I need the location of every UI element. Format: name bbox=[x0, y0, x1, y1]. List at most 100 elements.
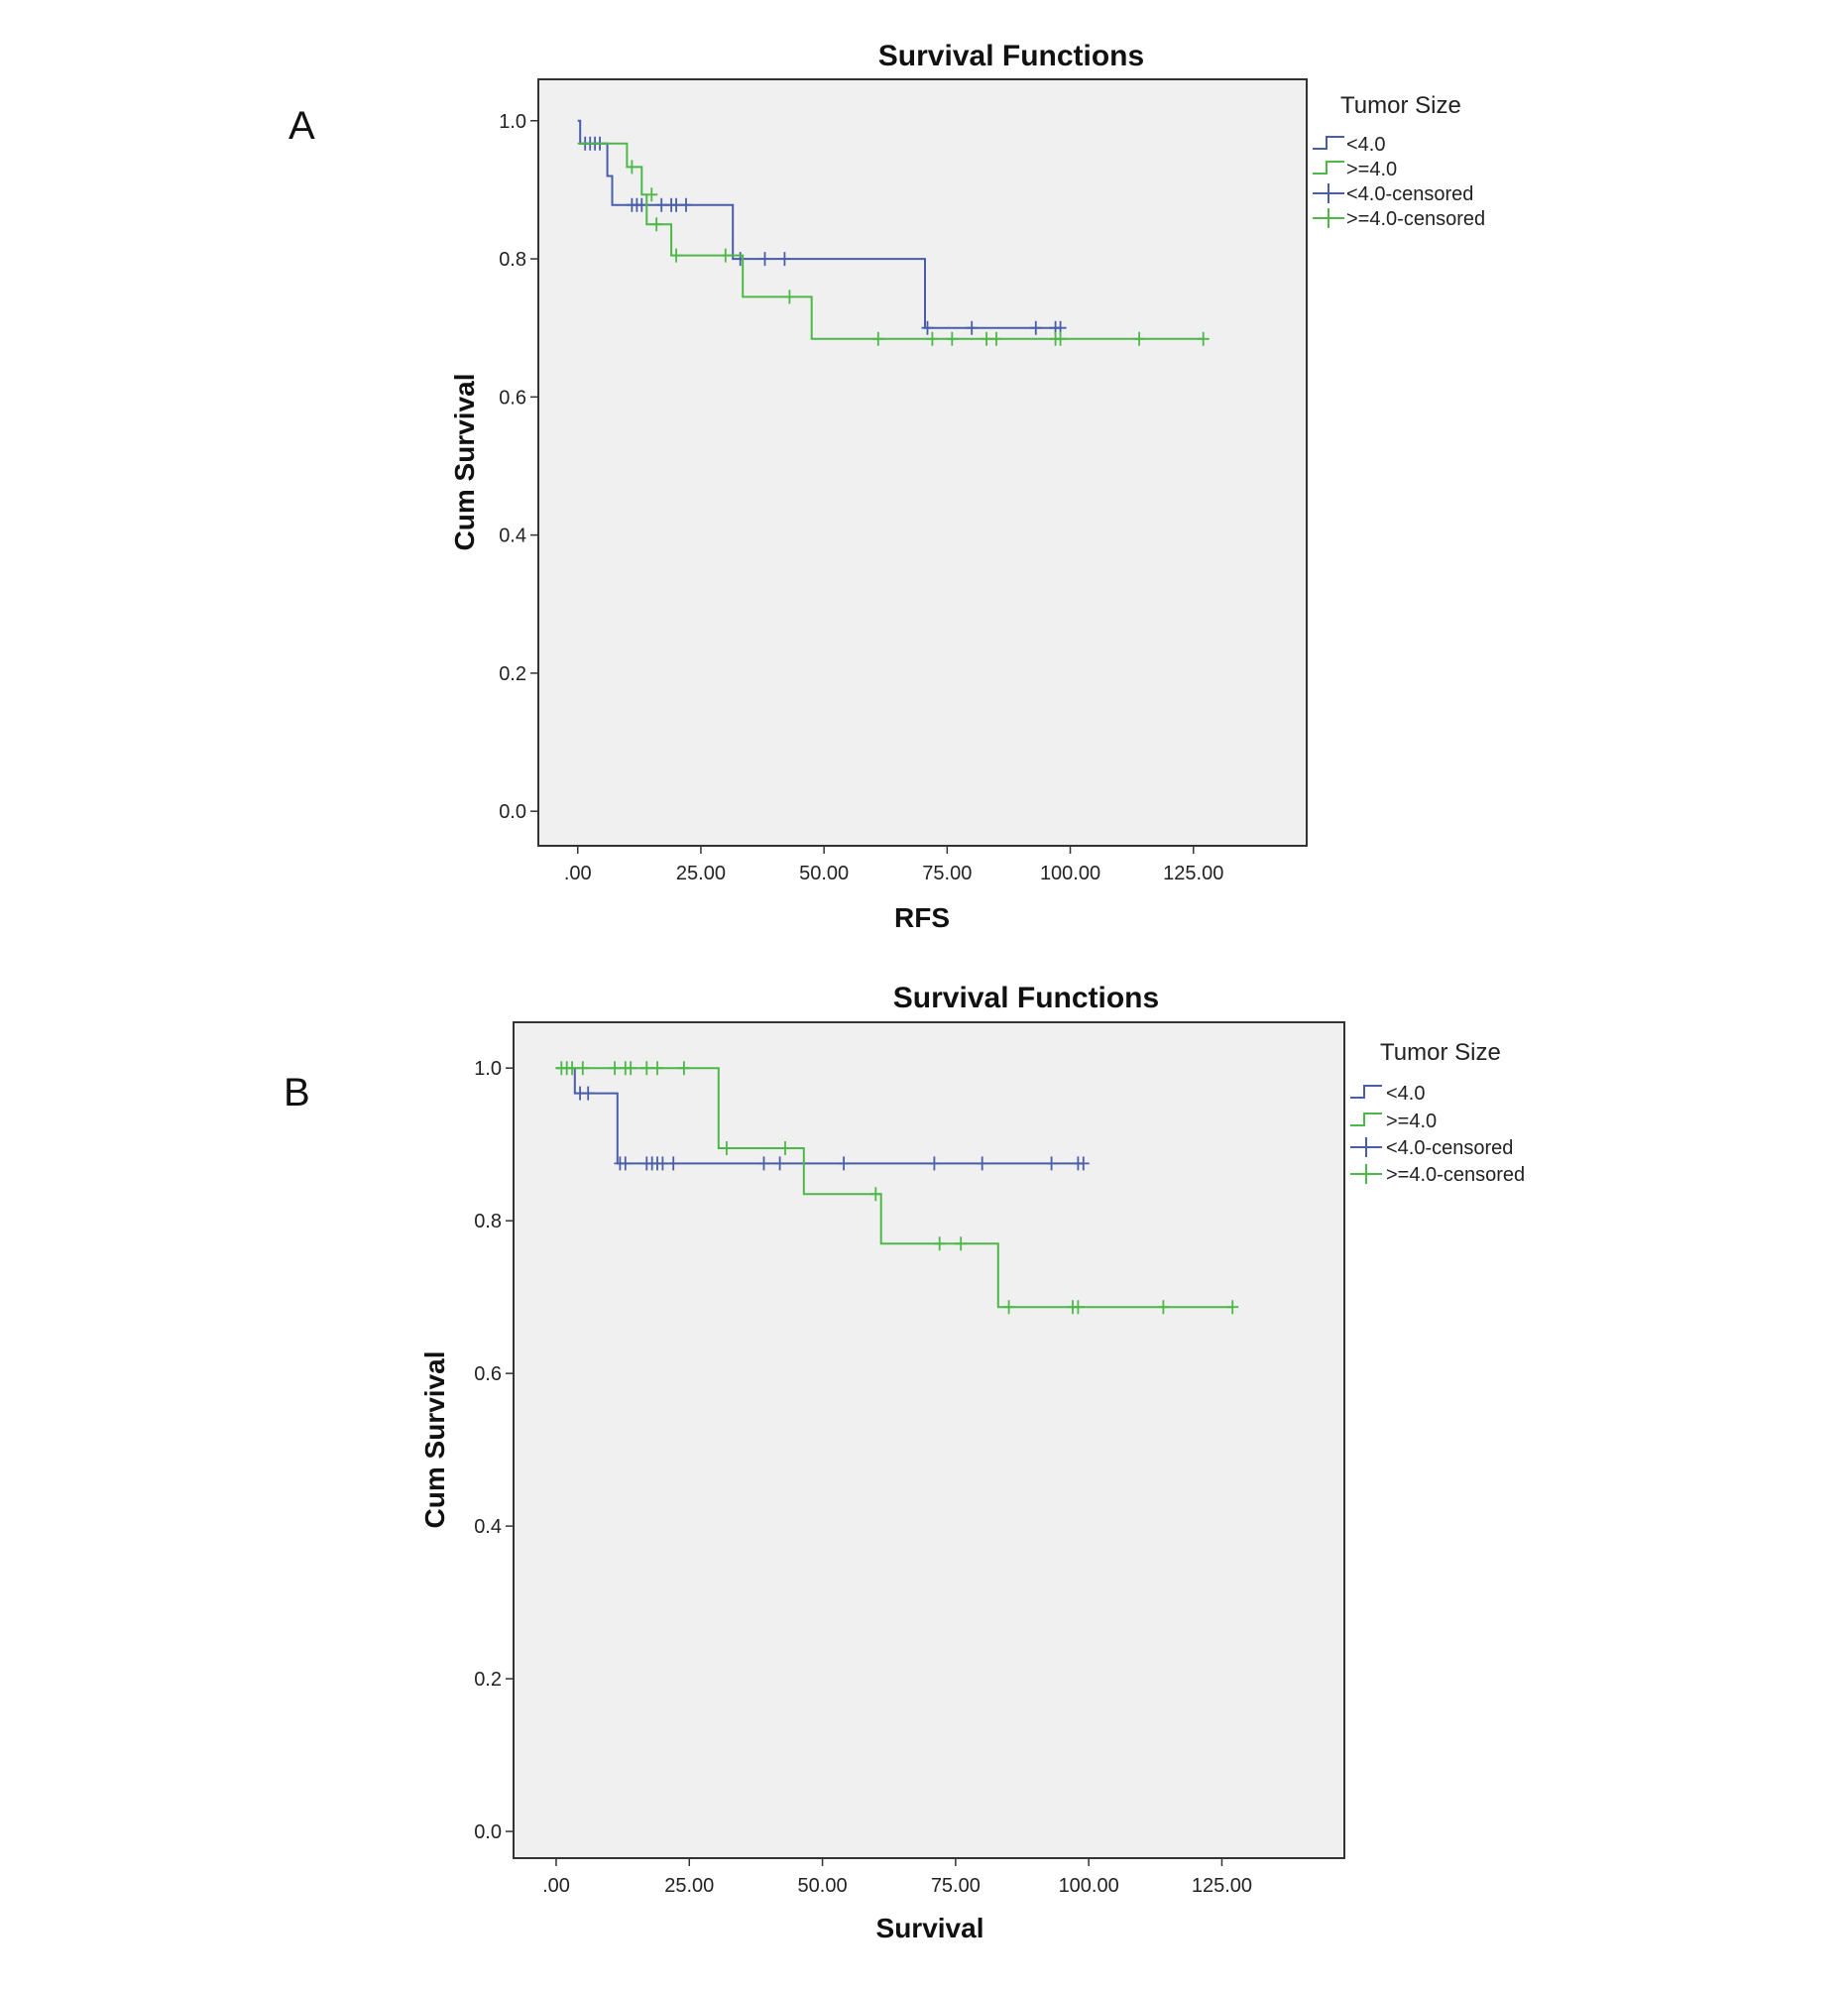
censor-mark-b-0-13 bbox=[976, 1156, 988, 1171]
censor-mark-a-0-12 bbox=[758, 252, 771, 267]
x-tick-label-a-2: 50.00 bbox=[799, 863, 849, 884]
censor-mark-a-0-13 bbox=[778, 252, 791, 267]
x-tick-label-a-0: .00 bbox=[564, 863, 592, 884]
ticks-b: .00 25.00 50.00 75.00 100.00 125.00 0.0 0.2 0.4 0… bbox=[474, 1058, 1252, 1897]
censor-mark-b-0-3 bbox=[619, 1156, 632, 1171]
censor-mark-a-0-16 bbox=[1029, 320, 1042, 335]
x-tick-label-a-3: 75.00 bbox=[922, 863, 972, 884]
x-axis-title-b: Survival bbox=[876, 1913, 984, 1943]
censor-mark-b-1-11 bbox=[779, 1141, 791, 1155]
legend-swatch-ge4-a bbox=[1313, 161, 1344, 175]
legend-a: Tumor Size <4.0 >=4.0 <4.0-censored >=4.… bbox=[1313, 92, 1485, 230]
plot-area-b bbox=[513, 1021, 1345, 1859]
censor-mark-a-1-0 bbox=[626, 160, 638, 175]
x-tick-label-b-0: .00 bbox=[542, 1875, 570, 1897]
censor-mark-b-1-8 bbox=[651, 1061, 663, 1076]
chart-title-b: Survival Functions bbox=[893, 982, 1159, 1014]
censor-mark-b-1-17 bbox=[1072, 1300, 1085, 1315]
legend-swatch-lt4-censored-b bbox=[1350, 1137, 1382, 1157]
censor-mark-b-1-10 bbox=[720, 1141, 733, 1155]
x-tick-label-a-4: 100.00 bbox=[1040, 863, 1100, 884]
censor-mark-a-1-2 bbox=[650, 217, 663, 232]
censor-mark-b-0-12 bbox=[928, 1156, 941, 1171]
legend-b: Tumor Size <4.0 >=4.0 <4.0-censored >=4.… bbox=[1350, 1039, 1525, 1186]
censor-mark-b-1-15 bbox=[1002, 1300, 1015, 1315]
y-tick-label-a-1: 0.2 bbox=[499, 663, 526, 685]
censor-mark-a-0-10 bbox=[680, 197, 692, 212]
y-axis-title-a: Cum Survival bbox=[449, 374, 480, 551]
y-tick-label-b-4: 0.8 bbox=[474, 1211, 502, 1232]
legend-title-a: Tumor Size bbox=[1340, 92, 1461, 119]
chart-a: A Survival Functions RFS Cum Survival .0… bbox=[289, 40, 1485, 933]
legend-label-lt4-b: <4.0 bbox=[1386, 1083, 1425, 1105]
y-tick-label-b-1: 0.2 bbox=[474, 1669, 502, 1691]
censor-mark-a-0-15 bbox=[966, 320, 979, 335]
censor-mark-a-0-11 bbox=[734, 252, 747, 267]
censor-mark-a-1-13 bbox=[1133, 331, 1146, 346]
x-tick-label-a-5: 125.00 bbox=[1163, 863, 1223, 884]
y-tick-label-a-0: 0.0 bbox=[499, 801, 526, 823]
x-tick-label-b-2: 50.00 bbox=[798, 1875, 848, 1897]
censor-mark-b-0-16 bbox=[1077, 1156, 1090, 1171]
legend-swatch-ge4-censored-a bbox=[1313, 208, 1344, 228]
censor-mark-b-1-4 bbox=[609, 1061, 622, 1076]
censor-mark-b-1-7 bbox=[640, 1061, 653, 1076]
legend-swatch-lt4-b bbox=[1350, 1085, 1382, 1099]
legend-swatch-ge4-b bbox=[1350, 1113, 1382, 1126]
x-tick-label-a-1: 25.00 bbox=[676, 863, 726, 884]
legend-swatch-lt4-a bbox=[1313, 136, 1344, 150]
censor-mark-a-1-10 bbox=[990, 331, 1002, 346]
x-tick-label-b-4: 100.00 bbox=[1059, 1875, 1119, 1897]
censor-mark-b-1-3 bbox=[576, 1061, 589, 1076]
x-tick-label-b-5: 125.00 bbox=[1192, 1875, 1252, 1897]
x-tick-label-b-3: 75.00 bbox=[931, 1875, 981, 1897]
censor-mark-a-1-3 bbox=[670, 248, 683, 263]
legend-label-lt4-censored-a: <4.0-censored bbox=[1346, 183, 1473, 205]
y-tick-label-b-3: 0.6 bbox=[474, 1363, 502, 1385]
censor-mark-b-0-14 bbox=[1045, 1156, 1058, 1171]
panel-label-a: A bbox=[289, 104, 315, 148]
legend-label-lt4-censored-b: <4.0-censored bbox=[1386, 1137, 1513, 1159]
legend-title-b: Tumor Size bbox=[1380, 1039, 1501, 1066]
censor-mark-a-1-12 bbox=[1054, 331, 1067, 346]
y-tick-label-a-4: 0.8 bbox=[499, 249, 526, 271]
x-tick-label-b-1: 25.00 bbox=[664, 1875, 714, 1897]
chart-b: B Survival Functions Survival Cum Surviv… bbox=[284, 982, 1525, 1943]
censor-mark-b-1-14 bbox=[955, 1236, 968, 1251]
survival-curve-a-0 bbox=[577, 119, 1061, 329]
series-group-a bbox=[577, 119, 1210, 346]
legend-label-ge4-b: >=4.0 bbox=[1386, 1111, 1437, 1132]
censor-mark-b-0-8 bbox=[667, 1156, 680, 1171]
y-tick-label-b-2: 0.4 bbox=[474, 1516, 502, 1538]
censor-mark-a-1-8 bbox=[946, 331, 959, 346]
panel-label-b: B bbox=[284, 1071, 310, 1114]
legend-label-ge4-censored-a: >=4.0-censored bbox=[1346, 208, 1485, 230]
censor-mark-a-1-1 bbox=[645, 187, 658, 202]
censor-mark-b-1-9 bbox=[677, 1061, 690, 1076]
censor-mark-a-0-14 bbox=[921, 320, 934, 335]
y-axis-title-b: Cum Survival bbox=[419, 1351, 450, 1529]
censor-mark-a-1-4 bbox=[719, 248, 732, 263]
censor-mark-b-1-18 bbox=[1157, 1300, 1170, 1315]
y-tick-label-b-0: 0.0 bbox=[474, 1821, 502, 1843]
censor-mark-b-0-10 bbox=[773, 1156, 786, 1171]
censor-mark-b-0-1 bbox=[582, 1086, 595, 1101]
chart-title-a: Survival Functions bbox=[878, 40, 1144, 72]
plot-area-a bbox=[537, 78, 1308, 847]
censor-mark-b-0-7 bbox=[656, 1156, 669, 1171]
censor-mark-a-1-6 bbox=[871, 331, 884, 346]
x-axis-title-a: RFS bbox=[894, 902, 950, 933]
legend-label-ge4-censored-b: >=4.0-censored bbox=[1386, 1164, 1525, 1186]
censor-mark-b-1-12 bbox=[869, 1187, 882, 1202]
censor-mark-b-0-11 bbox=[838, 1156, 851, 1171]
censor-mark-b-1-6 bbox=[625, 1061, 637, 1076]
y-tick-label-a-5: 1.0 bbox=[499, 111, 526, 133]
censor-mark-b-1-13 bbox=[933, 1236, 946, 1251]
legend-swatch-ge4-censored-b bbox=[1350, 1164, 1382, 1184]
legend-swatch-lt4-censored-a bbox=[1313, 183, 1344, 203]
legend-label-lt4-a: <4.0 bbox=[1346, 134, 1385, 156]
censor-mark-b-1-2 bbox=[566, 1061, 579, 1076]
ticks-a: .00 25.00 50.00 75.00 100.00 125.00 0.0 0.2 0.4 0… bbox=[499, 111, 1223, 884]
censor-mark-b-1-19 bbox=[1226, 1300, 1239, 1315]
